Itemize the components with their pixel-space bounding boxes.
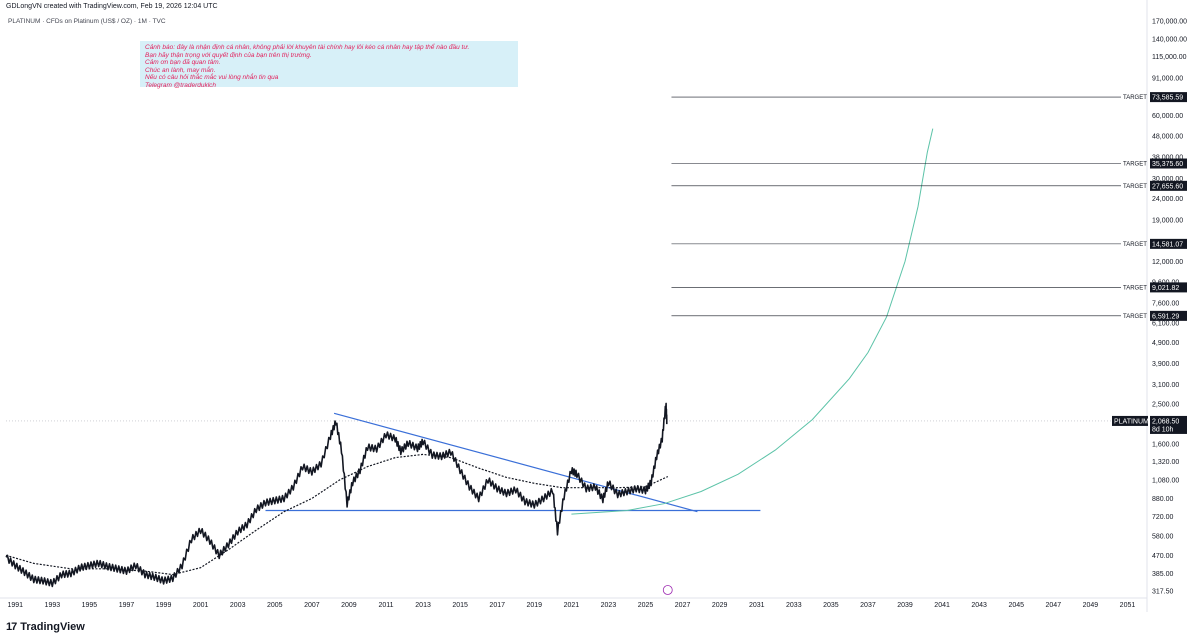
- x-tick-label: 2031: [749, 602, 765, 609]
- target-price-value: 73,585.59: [1152, 95, 1183, 102]
- y-tick-label: 720.00: [1152, 514, 1174, 521]
- x-tick-label: 2037: [860, 602, 876, 609]
- tradingview-logo-icon: 17: [6, 621, 17, 633]
- y-tick-label: 115,000.00: [1152, 54, 1187, 61]
- x-tick-label: 2011: [378, 602, 393, 609]
- x-tick-label: 2045: [1008, 602, 1024, 609]
- target-label: TARGET: [1123, 95, 1147, 101]
- y-tick-label: 91,000.00: [1152, 75, 1183, 82]
- x-tick-label: 1999: [156, 602, 172, 609]
- target-label: TARGET: [1123, 242, 1147, 248]
- x-tick-label: 1993: [45, 602, 61, 609]
- y-tick-label: 470.00: [1152, 553, 1174, 560]
- symbol-tag-text: PLATINUM: [1114, 418, 1149, 425]
- target-price-tag: [1150, 92, 1187, 103]
- note-line: Telegram @traderduklch: [145, 81, 217, 89]
- target-label: TARGET: [1123, 285, 1147, 291]
- y-tick-label: 4,900.00: [1152, 340, 1179, 347]
- current-price-countdown: 8d 10h: [1152, 426, 1174, 433]
- x-tick-label: 1995: [82, 602, 98, 609]
- y-tick-label: 6,100.00: [1152, 320, 1179, 327]
- x-tick-label: 2051: [1120, 602, 1136, 609]
- y-tick-label: 140,000.00: [1152, 36, 1187, 43]
- note-line: Bạn hãy thận trọng với quyết định của bạ…: [145, 51, 312, 59]
- y-tick-label: 30,000.00: [1152, 176, 1183, 183]
- y-tick-label: 1,600.00: [1152, 442, 1179, 449]
- target-price-value: 14,581.07: [1152, 241, 1183, 248]
- x-tick-label: 2039: [897, 602, 913, 609]
- x-tick-label: 2015: [452, 602, 468, 609]
- x-tick-label: 2013: [415, 602, 431, 609]
- x-tick-label: 2027: [675, 602, 691, 609]
- target-price-value: 6,591.29: [1152, 313, 1179, 320]
- note-line: Nếu có câu hỏi thắc mắc vui lòng nhắn ti…: [145, 74, 279, 82]
- x-tick-label: 2019: [527, 602, 543, 609]
- y-tick-label: 880.00: [1152, 496, 1174, 503]
- y-tick-label: 12,000.00: [1152, 259, 1183, 266]
- y-tick-label: 1,320.00: [1152, 459, 1179, 466]
- y-tick-label: 385.00: [1152, 571, 1174, 578]
- x-tick-label: 2009: [341, 602, 357, 609]
- tradingview-logo: 17 TradingView: [6, 621, 85, 633]
- x-tick-label: 1997: [119, 602, 135, 609]
- y-tick-label: 2,500.00: [1152, 401, 1179, 408]
- symbol-tag: [1112, 415, 1148, 426]
- y-tick-label: 48,000.00: [1152, 133, 1183, 140]
- x-tick-label: 2003: [230, 602, 246, 609]
- x-tick-label: 2021: [564, 602, 580, 609]
- descending-trendline: [333, 412, 698, 513]
- y-tick-label: 580.00: [1152, 534, 1174, 541]
- projection-curve: [571, 128, 934, 515]
- y-tick-label: 38,000.00: [1152, 155, 1183, 162]
- x-tick-label: 2025: [638, 602, 654, 609]
- note-line: Cảm ơn bạn đã quan tâm.: [145, 59, 221, 67]
- y-tick-label: 3,100.00: [1152, 382, 1179, 389]
- y-tick-label: 7,600.00: [1152, 300, 1179, 307]
- price-series-line: [5, 402, 668, 588]
- x-tick-label: 2017: [489, 602, 505, 609]
- note-line: Cảnh báo: đây là nhận định cá nhân, khôn…: [145, 44, 470, 51]
- x-tick-label: 2041: [934, 602, 950, 609]
- y-tick-label: 19,000.00: [1152, 217, 1183, 224]
- target-label: TARGET: [1123, 314, 1147, 320]
- moving-average-line: [5, 453, 669, 576]
- tradingview-logo-text: TradingView: [20, 621, 85, 633]
- y-tick-label: 1,080.00: [1152, 477, 1179, 484]
- x-tick-label: 2005: [267, 602, 283, 609]
- target-label: TARGET: [1123, 162, 1147, 168]
- target-price-value: 9,021.82: [1152, 285, 1179, 292]
- y-tick-label: 3,900.00: [1152, 361, 1179, 368]
- x-tick-label: 2001: [193, 602, 209, 609]
- y-tick-label: 60,000.00: [1152, 113, 1183, 120]
- target-price-tag: [1150, 282, 1187, 293]
- symbol-title: PLATINUM · CFDs on Platinum (US$ / OZ) ·…: [8, 18, 166, 25]
- target-label: TARGET: [1123, 184, 1147, 190]
- x-tick-label: 2043: [971, 602, 987, 609]
- target-price-tag: [1150, 310, 1187, 321]
- target-price-tag: [1150, 158, 1187, 169]
- x-tick-label: 2047: [1046, 602, 1062, 609]
- y-tick-label: 170,000.00: [1152, 19, 1187, 26]
- x-tick-label: 2029: [712, 602, 728, 609]
- target-price-value: 27,655.60: [1152, 183, 1183, 190]
- chart-attribution: GDLongVN created with TradingView.com, F…: [6, 3, 218, 10]
- x-tick-label: 2049: [1083, 602, 1099, 609]
- target-price-tag: [1150, 180, 1187, 191]
- y-tick-label: 24,000.00: [1152, 196, 1183, 203]
- x-tick-label: 2035: [823, 602, 839, 609]
- current-price-tag: [1150, 415, 1187, 434]
- x-tick-label: 2007: [304, 602, 320, 609]
- target-price-value: 35,375.60: [1152, 161, 1183, 168]
- x-tick-label: 2023: [601, 602, 617, 609]
- target-price-tag: [1150, 238, 1187, 249]
- event-marker-icon: [662, 585, 673, 595]
- y-tick-label: 317.50: [1152, 588, 1174, 595]
- disclaimer-note: Cảnh báo: đây là nhận định cá nhân, khôn…: [140, 41, 518, 89]
- current-price-value: 2,068.50: [1152, 418, 1179, 425]
- x-tick-label: 1991: [7, 602, 23, 609]
- x-tick-label: 2033: [786, 602, 802, 609]
- note-line: Chúc an lành, may mắn.: [145, 66, 216, 74]
